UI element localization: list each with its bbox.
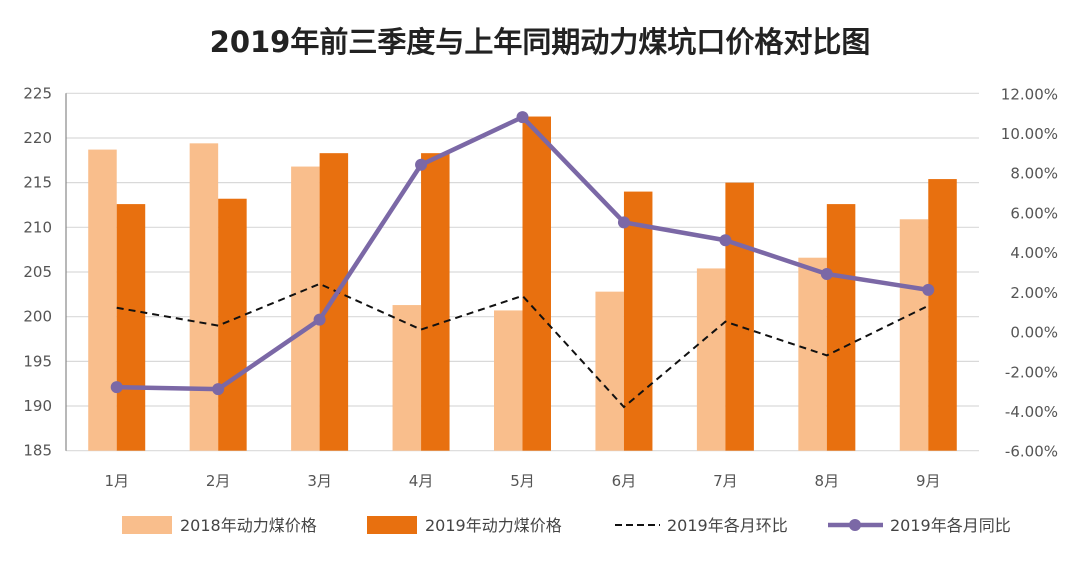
bar-2019 bbox=[725, 182, 754, 451]
x-tick-label: 8月 bbox=[815, 472, 840, 490]
bar-2018 bbox=[494, 310, 523, 451]
bar-2019 bbox=[623, 191, 653, 451]
y-right-tick-label: -6.00% bbox=[1005, 443, 1058, 461]
bar-2018 bbox=[291, 166, 320, 451]
yoy-point bbox=[110, 381, 123, 394]
legend-swatch bbox=[122, 516, 172, 534]
y-right-tick-label: 6.00% bbox=[1010, 204, 1058, 222]
yoy-point bbox=[516, 111, 529, 124]
y-left-tick-label: 215 bbox=[23, 174, 52, 192]
y-right-tick-label: 10.00% bbox=[1001, 125, 1058, 143]
y-right-tick-label: 12.00% bbox=[1001, 85, 1058, 103]
bar-2018 bbox=[595, 291, 624, 451]
yoy-point bbox=[820, 267, 833, 280]
yoy-point bbox=[212, 383, 225, 396]
y-right-tick-label: 8.00% bbox=[1010, 165, 1058, 183]
legend-marker bbox=[849, 519, 861, 531]
yoy-point bbox=[313, 313, 326, 326]
bar-2019 bbox=[218, 198, 247, 451]
yoy-point bbox=[719, 234, 732, 247]
bars bbox=[88, 116, 957, 451]
y-right-tick-label: -2.00% bbox=[1005, 363, 1058, 381]
bar-2018 bbox=[88, 149, 117, 451]
y-left-tick-label: 200 bbox=[23, 308, 52, 326]
y-left-tick-label: 205 bbox=[23, 263, 52, 281]
legend-label: 2018年动力煤价格 bbox=[180, 516, 317, 535]
legend-label: 2019年各月环比 bbox=[667, 516, 788, 535]
legend: 2018年动力煤价格 2019年动力煤价格 2019年各月环比 2019年各月同比 bbox=[122, 516, 1011, 535]
yoy-point bbox=[922, 283, 935, 296]
y-right-tick-label: 4.00% bbox=[1010, 244, 1058, 262]
x-tick-label: 4月 bbox=[409, 472, 434, 490]
y-right-tick-label: -4.00% bbox=[1005, 403, 1058, 421]
yoy-point bbox=[617, 216, 630, 229]
bar-2018 bbox=[392, 305, 422, 451]
y-right-tick-label: 0.00% bbox=[1010, 324, 1058, 342]
x-tick-label: 1月 bbox=[104, 472, 129, 490]
bar-2018 bbox=[696, 268, 726, 451]
y-right-tick-label: 2.00% bbox=[1010, 284, 1058, 302]
ticks: 225 220 215 210 205 200 195 190 185 12.00% 10.00% 8… bbox=[23, 84, 1058, 490]
x-tick-label: 5月 bbox=[510, 472, 535, 490]
legend-label: 2019年动力煤价格 bbox=[425, 516, 562, 535]
bar-2018 bbox=[798, 257, 827, 451]
yoy-point bbox=[415, 158, 428, 171]
y-left-tick-label: 190 bbox=[23, 397, 52, 415]
x-tick-label: 6月 bbox=[612, 472, 637, 490]
bar-2018 bbox=[189, 143, 219, 451]
y-left-tick-label: 210 bbox=[23, 218, 52, 236]
bar-2019 bbox=[928, 179, 957, 451]
bar-2019 bbox=[116, 204, 146, 451]
lines bbox=[110, 111, 935, 409]
bar-2018 bbox=[899, 219, 929, 451]
mom-line bbox=[116, 282, 929, 409]
y-left-tick-label: 225 bbox=[23, 84, 52, 102]
legend-swatch bbox=[367, 516, 417, 534]
x-tick-label: 3月 bbox=[307, 472, 332, 490]
x-tick-label: 2月 bbox=[206, 472, 231, 490]
y-left-tick-label: 220 bbox=[23, 129, 52, 147]
y-left-tick-label: 195 bbox=[23, 352, 52, 370]
y-left-tick-label: 185 bbox=[23, 442, 52, 460]
bar-2019 bbox=[826, 204, 856, 451]
x-tick-label: 9月 bbox=[916, 472, 941, 490]
x-tick-label: 7月 bbox=[713, 472, 738, 490]
bar-2019 bbox=[421, 153, 450, 451]
chart-title: 2019年前三季度与上年同期动力煤坑口价格对比图 bbox=[210, 25, 871, 59]
legend-label: 2019年各月同比 bbox=[890, 516, 1011, 535]
bar-2019 bbox=[522, 116, 551, 451]
